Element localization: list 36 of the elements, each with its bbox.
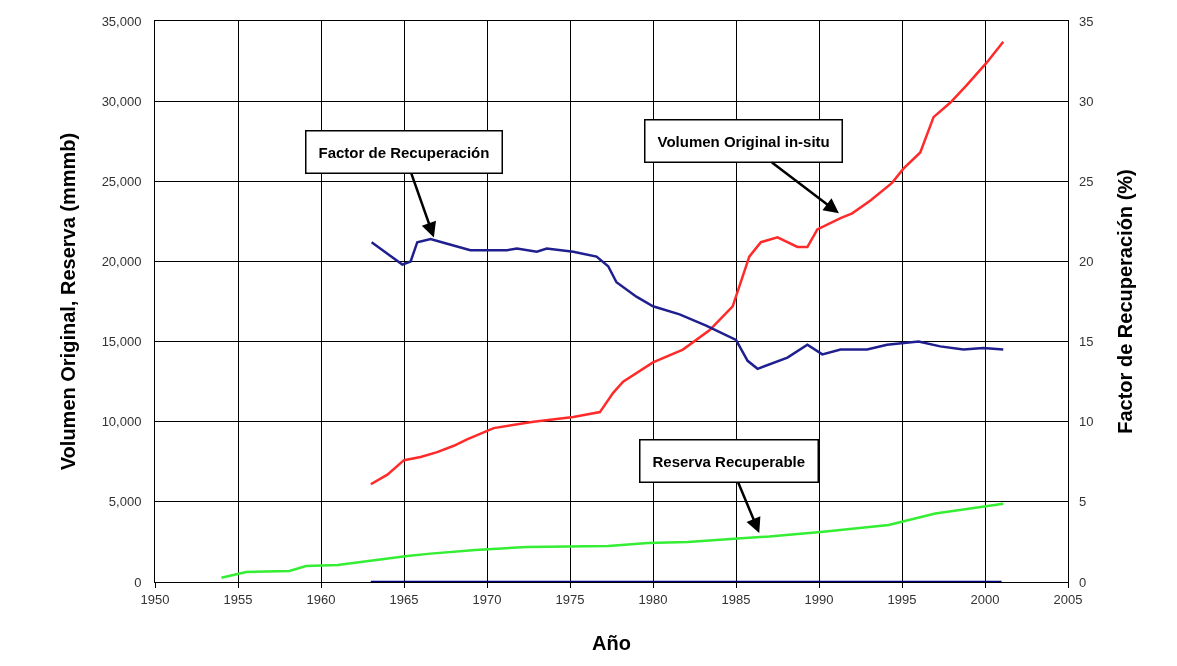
y-tick-label: 30,000: [101, 93, 142, 109]
x-tick-label: 1955: [223, 591, 253, 607]
y2-tick-label: 5: [1079, 494, 1087, 510]
x-tick-label: 2000: [970, 591, 1000, 607]
x-tick-label: 1965: [389, 591, 419, 607]
y-tick-label: 15,000: [101, 334, 142, 350]
y2-tick-label: 30: [1079, 93, 1094, 109]
x-tick-label: 1960: [306, 591, 336, 607]
y-tick-label: 35,000: [101, 13, 142, 29]
line-series: [369, 40, 1005, 486]
x-tick-label: 1995: [887, 591, 917, 607]
y2-axis-title: Factor de Recuperación (%): [1113, 169, 1136, 434]
y-tick-label: 5,000: [108, 494, 142, 510]
x-axis-title: Año: [592, 632, 631, 655]
x-tick-label: 1970: [472, 591, 502, 607]
y-tick-label: 25,000: [101, 173, 142, 189]
annotation: Reserva Recuperable: [652, 452, 806, 470]
x-tick-label: 1975: [555, 591, 585, 607]
y-tick-label: 20,000: [101, 253, 142, 269]
annotation: Volumen Original in-situ: [657, 132, 830, 150]
x-tick-label: 2005: [1053, 591, 1083, 607]
x-tick-label: 1950: [140, 591, 170, 607]
y-tick-label: 0: [134, 574, 142, 590]
line-series: [220, 502, 1005, 580]
y2-tick-label: 20: [1079, 253, 1094, 269]
y-axis-title: Volumen Original, Reserva (mmmb): [57, 132, 80, 471]
y2-tick-label: 0: [1079, 574, 1087, 590]
annotation: Factor de Recuperación: [318, 143, 490, 161]
y2-tick-label: 25: [1079, 173, 1094, 189]
x-tick-label: 1985: [721, 591, 751, 607]
y2-tick-label: 15: [1079, 334, 1094, 350]
y2-tick-label: 35: [1079, 13, 1094, 29]
y-tick-label: 10,000: [101, 414, 142, 430]
y2-tick-label: 10: [1079, 414, 1094, 430]
x-tick-label: 1980: [638, 591, 668, 607]
x-tick-label: 1990: [804, 591, 834, 607]
